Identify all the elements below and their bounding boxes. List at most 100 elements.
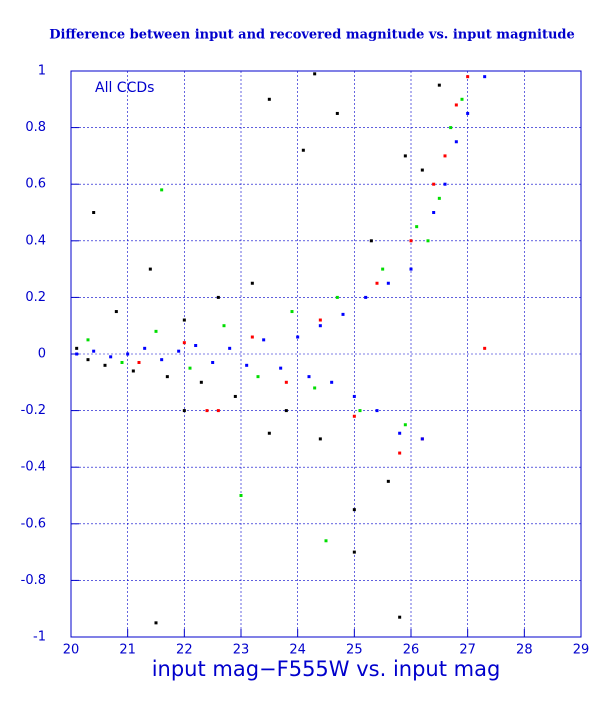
point [352, 550, 356, 554]
plot-frame [70, 70, 582, 638]
y-tick-label: 0.2 [25, 290, 46, 305]
point [449, 126, 453, 130]
point [466, 75, 470, 79]
point [375, 281, 379, 285]
point [335, 295, 339, 299]
point [432, 211, 436, 214]
y-tick-label: 0.4 [25, 233, 46, 248]
point [211, 360, 215, 364]
point [188, 366, 192, 370]
chart-title: Difference between input and recovered m… [49, 28, 575, 43]
point [318, 324, 322, 328]
point [267, 97, 271, 101]
point [454, 140, 458, 144]
point [92, 349, 96, 353]
y-tick-label: 0.6 [25, 177, 46, 192]
point [75, 346, 79, 350]
point [409, 239, 413, 243]
point [313, 386, 317, 390]
point [75, 352, 79, 356]
point [182, 341, 186, 345]
point [256, 375, 260, 379]
point [160, 188, 164, 192]
point [426, 239, 430, 243]
point [86, 358, 90, 362]
point [284, 380, 288, 384]
point [245, 363, 249, 367]
y-tick-label: 1 [38, 64, 46, 79]
point [194, 344, 198, 348]
point [228, 346, 232, 350]
point [301, 148, 305, 152]
point [182, 409, 186, 413]
point [403, 423, 407, 427]
y-tick-label: -0.4 [21, 460, 46, 475]
point [437, 196, 441, 200]
point [222, 324, 226, 328]
point [143, 346, 147, 350]
point [177, 349, 181, 353]
x-tick-label: 25 [346, 643, 363, 658]
point [352, 508, 356, 512]
point [296, 335, 300, 339]
point [409, 267, 413, 271]
x-tick-label: 21 [119, 643, 136, 658]
point [154, 621, 158, 625]
point [420, 437, 424, 441]
point [398, 431, 402, 435]
point [443, 154, 447, 158]
point [233, 394, 237, 398]
point [114, 310, 118, 314]
point [483, 75, 487, 79]
point [443, 182, 447, 186]
point [466, 111, 470, 115]
annotation: All CCDs [95, 80, 154, 96]
point [267, 431, 271, 435]
y-tick-label: 0.8 [25, 120, 46, 135]
point [330, 380, 334, 384]
point [284, 409, 288, 413]
point [460, 97, 464, 101]
point [199, 380, 203, 384]
y-tick-label: -0.6 [21, 516, 46, 531]
point [335, 111, 339, 115]
point [239, 494, 243, 497]
point [454, 103, 458, 107]
point [375, 409, 379, 413]
point [369, 239, 373, 243]
point [120, 360, 124, 364]
point [290, 310, 294, 314]
point [148, 267, 152, 271]
point [103, 363, 107, 367]
point [386, 479, 390, 483]
x-tick-label: 29 [573, 643, 590, 658]
x-tick-label: 26 [403, 643, 420, 658]
point [352, 414, 356, 418]
point [415, 225, 419, 229]
point [398, 451, 402, 455]
point [165, 375, 169, 379]
x-axis-title: input mag−F555W vs. input mag [152, 657, 501, 681]
point [86, 338, 90, 342]
x-tick-label: 23 [233, 643, 250, 658]
point [318, 437, 322, 441]
y-tick-label: -1 [33, 630, 46, 645]
point [313, 72, 317, 76]
point [437, 83, 441, 87]
point [205, 409, 209, 413]
y-tick-label: -0.8 [21, 573, 46, 588]
point [352, 394, 356, 398]
point [262, 338, 266, 342]
point [182, 318, 186, 322]
point [386, 281, 390, 285]
point [403, 154, 407, 158]
point [364, 295, 368, 299]
point [307, 375, 311, 379]
point [250, 281, 254, 285]
point [279, 366, 283, 370]
point [483, 346, 487, 350]
point [420, 168, 424, 172]
point [126, 352, 130, 356]
point [160, 358, 164, 362]
